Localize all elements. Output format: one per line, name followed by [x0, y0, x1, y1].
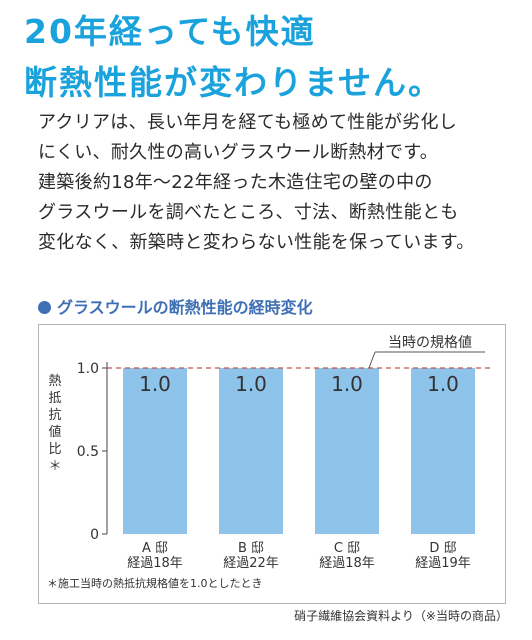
x-category-sublabel: 経過18年	[319, 556, 375, 570]
reference-line-label: 当時の規格値	[388, 335, 472, 351]
bar	[219, 368, 283, 534]
body-line-4: グラスウールを調べたところ、寸法、断熱性能とも	[38, 202, 459, 223]
x-category-sublabel: 経過22年	[223, 556, 279, 570]
chart-panel: 1.0 0.5 0 熱抵抗値比＊ 1.0 A 邸経過18年 1.0 B 邸経過22年 1.0 C …	[38, 324, 506, 604]
chart-footnote: ＊施工当時の熱抵抗規格値を1.0としたとき	[47, 577, 263, 590]
bar-value-label: 1.0	[139, 372, 171, 396]
chart-heading: グラスウールの断熱性能の経時変化	[38, 296, 313, 320]
y-axis-label-char: 熱	[48, 374, 61, 389]
headline: 20年経っても快適 断熱性能が変わりません。	[24, 6, 443, 108]
x-category-label: A 邸	[142, 541, 168, 556]
y-tick-label: 0	[90, 527, 99, 543]
bar-value-label: 1.0	[235, 372, 267, 396]
chart-heading-text: グラスウールの断熱性能の経時変化	[57, 298, 313, 317]
reference-leader-line	[368, 351, 376, 369]
y-axis-label-char: 抵	[48, 391, 61, 406]
headline-line-1: 20年経っても快適	[24, 12, 316, 51]
body-line-1: アクリアは、長い年月を経ても極めて性能が劣化し	[38, 112, 458, 133]
body-line-5: 変化なく、新築時と変わらない性能を保っています。	[38, 232, 475, 253]
bar	[411, 368, 475, 534]
x-category-label: B 邸	[238, 541, 264, 556]
headline-line-2: 断熱性能が変わりません。	[24, 63, 444, 102]
source-note: 硝子繊維協会資料より（※当時の商品）	[294, 609, 508, 623]
body-paragraph: アクリアは、長い年月を経ても極めて性能が劣化し にくい、耐久性の高いグラスウール…	[38, 108, 518, 258]
bar	[315, 368, 379, 534]
y-tick-label: 1.0	[77, 361, 99, 377]
bullet-icon	[38, 301, 51, 314]
y-tick-label: 0.5	[77, 444, 99, 460]
x-category-label: C 邸	[334, 541, 360, 556]
y-axis-label-char: ＊	[48, 459, 61, 474]
body-line-2: にくい、耐久性の高いグラスウール断熱材です。	[38, 142, 439, 163]
y-axis-label-char: 抗	[48, 408, 61, 423]
y-axis-label-char: 値	[48, 424, 61, 440]
bar-value-label: 1.0	[427, 372, 459, 396]
x-category-sublabel: 経過18年	[127, 556, 183, 570]
bar	[123, 368, 187, 534]
bar-value-label: 1.0	[331, 372, 363, 396]
x-category-label: D 邸	[429, 541, 456, 556]
y-axis-label-char: 比	[48, 442, 61, 457]
x-category-sublabel: 経過19年	[415, 556, 471, 570]
body-line-3: 建築後約18年〜22年経った木造住宅の壁の中の	[38, 172, 433, 193]
